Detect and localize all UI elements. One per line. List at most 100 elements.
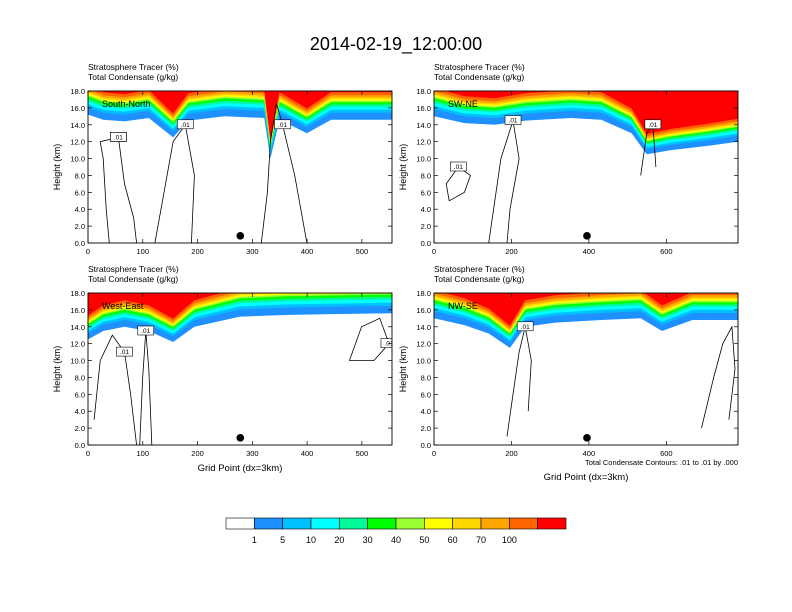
plot-frame	[433, 292, 739, 446]
panel-title-condensate: Total Condensate (g/kg)	[434, 72, 524, 82]
colorbar-swatch	[367, 517, 397, 530]
contour-label: .01	[644, 119, 662, 130]
svg-text:.01: .01	[648, 122, 657, 129]
colorbar-label: 70	[476, 535, 486, 545]
y-tick-label: 6.0	[421, 390, 431, 399]
y-tick-label: 8.0	[421, 171, 431, 180]
y-tick-label: 8.0	[75, 171, 85, 180]
cross-section-label: West-East	[102, 301, 144, 311]
colorbar-swatch	[310, 517, 340, 530]
plot-frame	[87, 292, 393, 446]
contour-label: .01	[110, 132, 127, 142]
panel-sw-ne: Stratosphere Tracer (%)Total Condensate …	[398, 62, 739, 256]
x-tick-label: 400	[301, 247, 314, 256]
condensate-contour	[701, 325, 736, 429]
x-tick-label: 100	[137, 247, 150, 256]
tracer-field: .01	[434, 293, 738, 437]
contour-label: .01	[516, 321, 534, 332]
x-tick-label: 0	[432, 247, 436, 256]
colorbar-swatch	[282, 517, 312, 530]
contour-label: .01	[137, 325, 155, 336]
colorbar-label: 20	[334, 535, 344, 545]
y-tick-label: 2.0	[75, 424, 85, 433]
colorbar-swatch	[254, 517, 283, 530]
condensate-contour	[260, 103, 308, 243]
y-axis-label: Height (km)	[398, 346, 408, 393]
y-tick-label: 6.0	[421, 188, 431, 197]
y-tick-label: 0.0	[75, 441, 85, 450]
x-tick-label: 100	[137, 449, 150, 458]
svg-text:.01: .01	[384, 341, 393, 348]
y-tick-label: 0.0	[75, 239, 85, 248]
colorbar-label: 10	[306, 535, 316, 545]
contour-label: .01	[116, 346, 133, 357]
contour-label: .01	[176, 119, 194, 130]
contour-label: .01	[380, 338, 393, 348]
y-axis-label: Height (km)	[398, 144, 408, 191]
cross-section-label: SW-NE	[448, 99, 478, 109]
y-tick-label: 10.0	[70, 155, 85, 164]
y-tick-label: 16.0	[70, 306, 85, 315]
y-tick-label: 4.0	[75, 205, 85, 214]
y-tick-label: 16.0	[416, 306, 431, 315]
svg-text:.01: .01	[278, 122, 287, 129]
location-marker	[583, 232, 591, 240]
y-tick-label: 0.0	[421, 239, 431, 248]
colorbar: 1 5 10 20 30 40 50 60 70 100	[225, 517, 567, 545]
svg-text:.01: .01	[114, 134, 123, 141]
x-tick-label: 400	[583, 449, 596, 458]
y-tick-label: 10.0	[416, 357, 431, 366]
condensate-contour	[99, 136, 137, 243]
colorbar-swatch	[395, 517, 425, 530]
plot-frame	[433, 90, 739, 244]
cross-section-label: South-North	[102, 99, 151, 109]
x-tick-label: 500	[356, 247, 369, 256]
colorbar-label: 30	[363, 535, 373, 545]
x-tick-label: 200	[191, 247, 204, 256]
y-tick-label: 0.0	[421, 441, 431, 450]
condensate-contour	[506, 326, 532, 437]
colorbar-label: 60	[448, 535, 458, 545]
colorbar-swatch	[225, 517, 255, 530]
panel-title-condensate: Total Condensate (g/kg)	[88, 274, 178, 284]
colorbar-swatch	[480, 517, 510, 530]
tracer-field: .01.01.01.01	[88, 91, 392, 243]
x-tick-label: 600	[660, 247, 673, 256]
contour-label: .01	[504, 115, 522, 125]
x-tick-label: 400	[583, 247, 596, 256]
condensate-contour	[154, 123, 195, 243]
y-tick-label: 2.0	[75, 222, 85, 231]
x-axis-label: Grid Point (dx=3km)	[544, 472, 629, 483]
panel-south-north: Stratosphere Tracer (%)Total Condensate …	[52, 62, 393, 256]
colorbar-swatch	[452, 517, 482, 530]
contour-footnote: Total Condensate Contours: .01 to .01 by…	[585, 458, 738, 467]
y-tick-label: 16.0	[416, 104, 431, 113]
y-tick-label: 2.0	[421, 222, 431, 231]
tracer-field: .01 .01 .01	[434, 91, 738, 243]
y-tick-label: 14.0	[70, 323, 85, 332]
y-tick-label: 18.0	[416, 87, 431, 96]
y-tick-label: 14.0	[70, 121, 85, 130]
y-tick-label: 18.0	[416, 289, 431, 298]
colorbar-swatch	[509, 517, 538, 530]
panel-west-east: Stratosphere Tracer (%)Total Condensate …	[52, 264, 393, 474]
panel-title-tracer: Stratosphere Tracer (%)	[434, 62, 525, 72]
y-tick-label: 12.0	[70, 138, 85, 147]
y-tick-label: 12.0	[416, 340, 431, 349]
y-tick-label: 8.0	[421, 373, 431, 382]
colorbar-swatch	[339, 517, 368, 530]
x-tick-label: 400	[301, 449, 314, 458]
colorbar-label: 40	[391, 535, 401, 545]
x-tick-label: 300	[246, 449, 259, 458]
colorbar-label: 5	[280, 535, 285, 545]
tracer-band-10	[444, 293, 691, 326]
y-axis-label: Height (km)	[52, 144, 62, 191]
y-tick-label: 6.0	[75, 188, 85, 197]
y-tick-label: 4.0	[75, 407, 85, 416]
y-tick-label: 14.0	[416, 121, 431, 130]
x-axis-label: Grid Point (dx=3km)	[198, 463, 283, 474]
condensate-contour	[93, 334, 137, 445]
panel-title-condensate: Total Condensate (g/kg)	[434, 274, 524, 284]
y-tick-label: 12.0	[416, 138, 431, 147]
